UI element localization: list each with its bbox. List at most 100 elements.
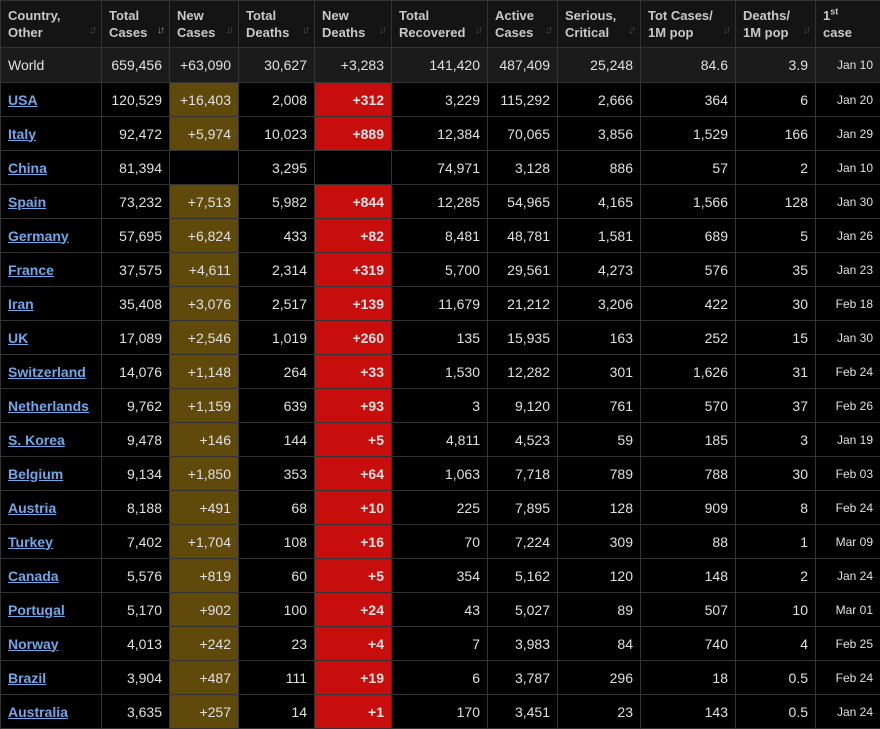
cell-total-deaths: 1,019 xyxy=(239,321,315,355)
column-header-line-display: 1st xyxy=(823,8,838,23)
cell-total-cases: 659,456 xyxy=(102,48,170,83)
cell-active-cases: 9,120 xyxy=(488,389,558,423)
cell-total-deaths: 2,517 xyxy=(239,287,315,321)
sort-arrows-icon[interactable]: ↓↑ xyxy=(545,22,551,39)
cell-total-deaths: 14 xyxy=(239,695,315,729)
cell-total-cases: 14,076 xyxy=(102,355,170,389)
cell-new-deaths: +82 xyxy=(315,219,392,253)
cell-first-case: Jan 19 xyxy=(816,423,880,457)
column-header-serious-critical[interactable]: Serious,Critical↓↑ xyxy=(558,1,641,48)
country-link[interactable]: Turkey xyxy=(8,534,53,550)
country-link[interactable]: Italy xyxy=(8,126,36,142)
cell-serious-critical: 25,248 xyxy=(558,48,641,83)
sort-arrows-icon[interactable]: ↓↑ xyxy=(723,22,729,39)
cell-active-cases: 15,935 xyxy=(488,321,558,355)
country-link[interactable]: Austria xyxy=(8,500,56,516)
cell-total-recovered: 11,679 xyxy=(392,287,488,321)
column-header-first-case[interactable]: 1st1stcase xyxy=(816,1,880,48)
country-link[interactable]: Portugal xyxy=(8,602,65,618)
cell-serious-critical: 4,165 xyxy=(558,185,641,219)
country-link[interactable]: S. Korea xyxy=(8,432,65,448)
cell-new-deaths: +16 xyxy=(315,525,392,559)
country-link[interactable]: Iran xyxy=(8,296,34,312)
cell-cases-per-1m: 1,626 xyxy=(641,355,736,389)
country-link[interactable]: UK xyxy=(8,330,28,346)
cell-country: S. Korea xyxy=(1,423,102,457)
cell-total-cases: 17,089 xyxy=(102,321,170,355)
cell-total-recovered: 3,229 xyxy=(392,83,488,117)
sort-arrows-icon[interactable]: ↓↑ xyxy=(628,22,634,39)
cell-new-cases: +146 xyxy=(170,423,239,457)
country-link[interactable]: Canada xyxy=(8,568,59,584)
country-link[interactable]: Germany xyxy=(8,228,69,244)
cell-new-deaths: +64 xyxy=(315,457,392,491)
cell-total-cases: 35,408 xyxy=(102,287,170,321)
cell-new-deaths: +3,283 xyxy=(315,48,392,83)
sort-arrows-icon[interactable]: ↓↑ xyxy=(379,22,385,39)
country-link[interactable]: Belgium xyxy=(8,466,63,482)
country-link[interactable]: Netherlands xyxy=(8,398,89,414)
column-header-label: 1st1stcase xyxy=(823,7,873,41)
country-link[interactable]: Spain xyxy=(8,194,46,210)
sort-arrows-icon[interactable]: ↓↑ xyxy=(157,22,163,39)
cell-country: Canada xyxy=(1,559,102,593)
cell-total-recovered: 43 xyxy=(392,593,488,627)
country-link[interactable]: France xyxy=(8,262,54,278)
column-header-label: Tot Cases/1M pop xyxy=(648,7,728,41)
country-link[interactable]: Australia xyxy=(8,704,68,720)
cell-serious-critical: 296 xyxy=(558,661,641,695)
cell-active-cases: 3,787 xyxy=(488,661,558,695)
column-header-line: Active xyxy=(495,8,534,23)
cell-deaths-per-1m: 2 xyxy=(736,559,816,593)
cell-serious-critical: 163 xyxy=(558,321,641,355)
country-link[interactable]: Brazil xyxy=(8,670,46,686)
cell-deaths-per-1m: 37 xyxy=(736,389,816,423)
column-header-country[interactable]: Country,Other↓↑ xyxy=(1,1,102,48)
sort-arrows-icon[interactable]: ↓↑ xyxy=(302,22,308,39)
cell-serious-critical: 89 xyxy=(558,593,641,627)
cell-total-cases: 3,904 xyxy=(102,661,170,695)
cell-total-cases: 3,635 xyxy=(102,695,170,729)
cell-cases-per-1m: 18 xyxy=(641,661,736,695)
cell-total-cases: 9,134 xyxy=(102,457,170,491)
cell-first-case: Mar 09 xyxy=(816,525,880,559)
cell-new-cases: +63,090 xyxy=(170,48,239,83)
cell-country: Switzerland xyxy=(1,355,102,389)
sort-arrows-icon[interactable]: ↓↑ xyxy=(89,22,95,39)
cell-first-case: Feb 18 xyxy=(816,287,880,321)
column-header-cases-per-1m[interactable]: Tot Cases/1M pop↓↑ xyxy=(641,1,736,48)
cell-first-case: Jan 29 xyxy=(816,117,880,151)
cell-country: Spain xyxy=(1,185,102,219)
cell-serious-critical: 120 xyxy=(558,559,641,593)
sort-arrows-icon[interactable]: ↓↑ xyxy=(803,22,809,39)
column-header-line: 1M pop xyxy=(743,25,789,40)
country-link[interactable]: Switzerland xyxy=(8,364,86,380)
column-header-label: Serious,Critical xyxy=(565,7,633,41)
cell-total-deaths: 23 xyxy=(239,627,315,661)
cell-total-recovered: 1,063 xyxy=(392,457,488,491)
country-link[interactable]: China xyxy=(8,160,47,176)
cell-serious-critical: 2,666 xyxy=(558,83,641,117)
cell-total-recovered: 225 xyxy=(392,491,488,525)
cell-first-case: Jan 30 xyxy=(816,185,880,219)
cell-cases-per-1m: 364 xyxy=(641,83,736,117)
country-link[interactable]: Norway xyxy=(8,636,59,652)
country-link[interactable]: USA xyxy=(8,92,38,108)
cell-active-cases: 7,224 xyxy=(488,525,558,559)
sort-arrows-icon[interactable]: ↓↑ xyxy=(226,22,232,39)
sort-arrows-icon[interactable]: ↓↑ xyxy=(475,22,481,39)
column-header-deaths-per-1m[interactable]: Deaths/1M pop↓↑ xyxy=(736,1,816,48)
column-header-line: Critical xyxy=(565,25,609,40)
cell-total-recovered: 3 xyxy=(392,389,488,423)
